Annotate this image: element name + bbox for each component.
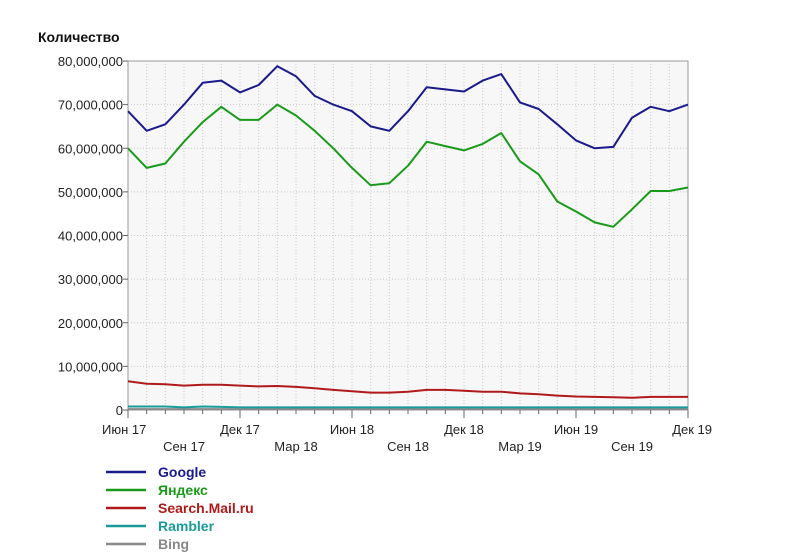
series-line-2	[127, 380, 688, 399]
x-tick-label: Сен 19	[611, 439, 653, 454]
y-tick-label: 0	[116, 403, 123, 418]
legend-label: Bing	[158, 536, 189, 552]
legend-label: Яндекс	[158, 482, 208, 498]
grid	[128, 61, 688, 410]
x-axis: Июн 17 Сен 17 Дек 17 Мар 18 Июн 18 Сен 18 Дек …	[102, 410, 712, 454]
legend-label: Rambler	[158, 518, 215, 534]
x-tick-label: Июн 18	[330, 422, 374, 437]
y-axis-title: Количество	[38, 29, 120, 45]
legend-label: Google	[158, 464, 206, 480]
y-tick-label: 10,000,000	[58, 359, 123, 374]
y-tick-label: 40,000,000	[58, 229, 123, 244]
y-tick-label: 60,000,000	[58, 141, 123, 156]
y-axis: 0 10,000,000 20,000,000 30,000,000 40,000,00…	[58, 54, 128, 418]
x-tick-label: Дек 17	[220, 422, 260, 437]
x-tick-label: Сен 18	[387, 439, 429, 454]
series-line-0	[127, 65, 689, 150]
y-tick-label: 80,000,000	[58, 54, 123, 69]
y-tick-label: 70,000,000	[58, 98, 123, 113]
x-tick-label: Июн 17	[102, 422, 146, 437]
legend: Google Яндекс Search.Mail.ru Rambler Bing	[106, 464, 254, 552]
series-line-1	[127, 103, 689, 228]
series-lines	[127, 65, 689, 411]
y-tick-label: 30,000,000	[58, 272, 123, 287]
x-tick-label: Мар 19	[498, 439, 542, 454]
x-tick-label: Дек 19	[672, 422, 712, 437]
x-tick-label: Дек 18	[444, 422, 484, 437]
series-line-3	[128, 405, 688, 409]
legend-label: Search.Mail.ru	[158, 500, 254, 516]
x-tick-label: Мар 18	[274, 439, 318, 454]
x-tick-label: Июн 19	[554, 422, 598, 437]
y-tick-label: 50,000,000	[58, 185, 123, 200]
y-tick-label: 20,000,000	[58, 316, 123, 331]
x-tick-label: Сен 17	[163, 439, 205, 454]
